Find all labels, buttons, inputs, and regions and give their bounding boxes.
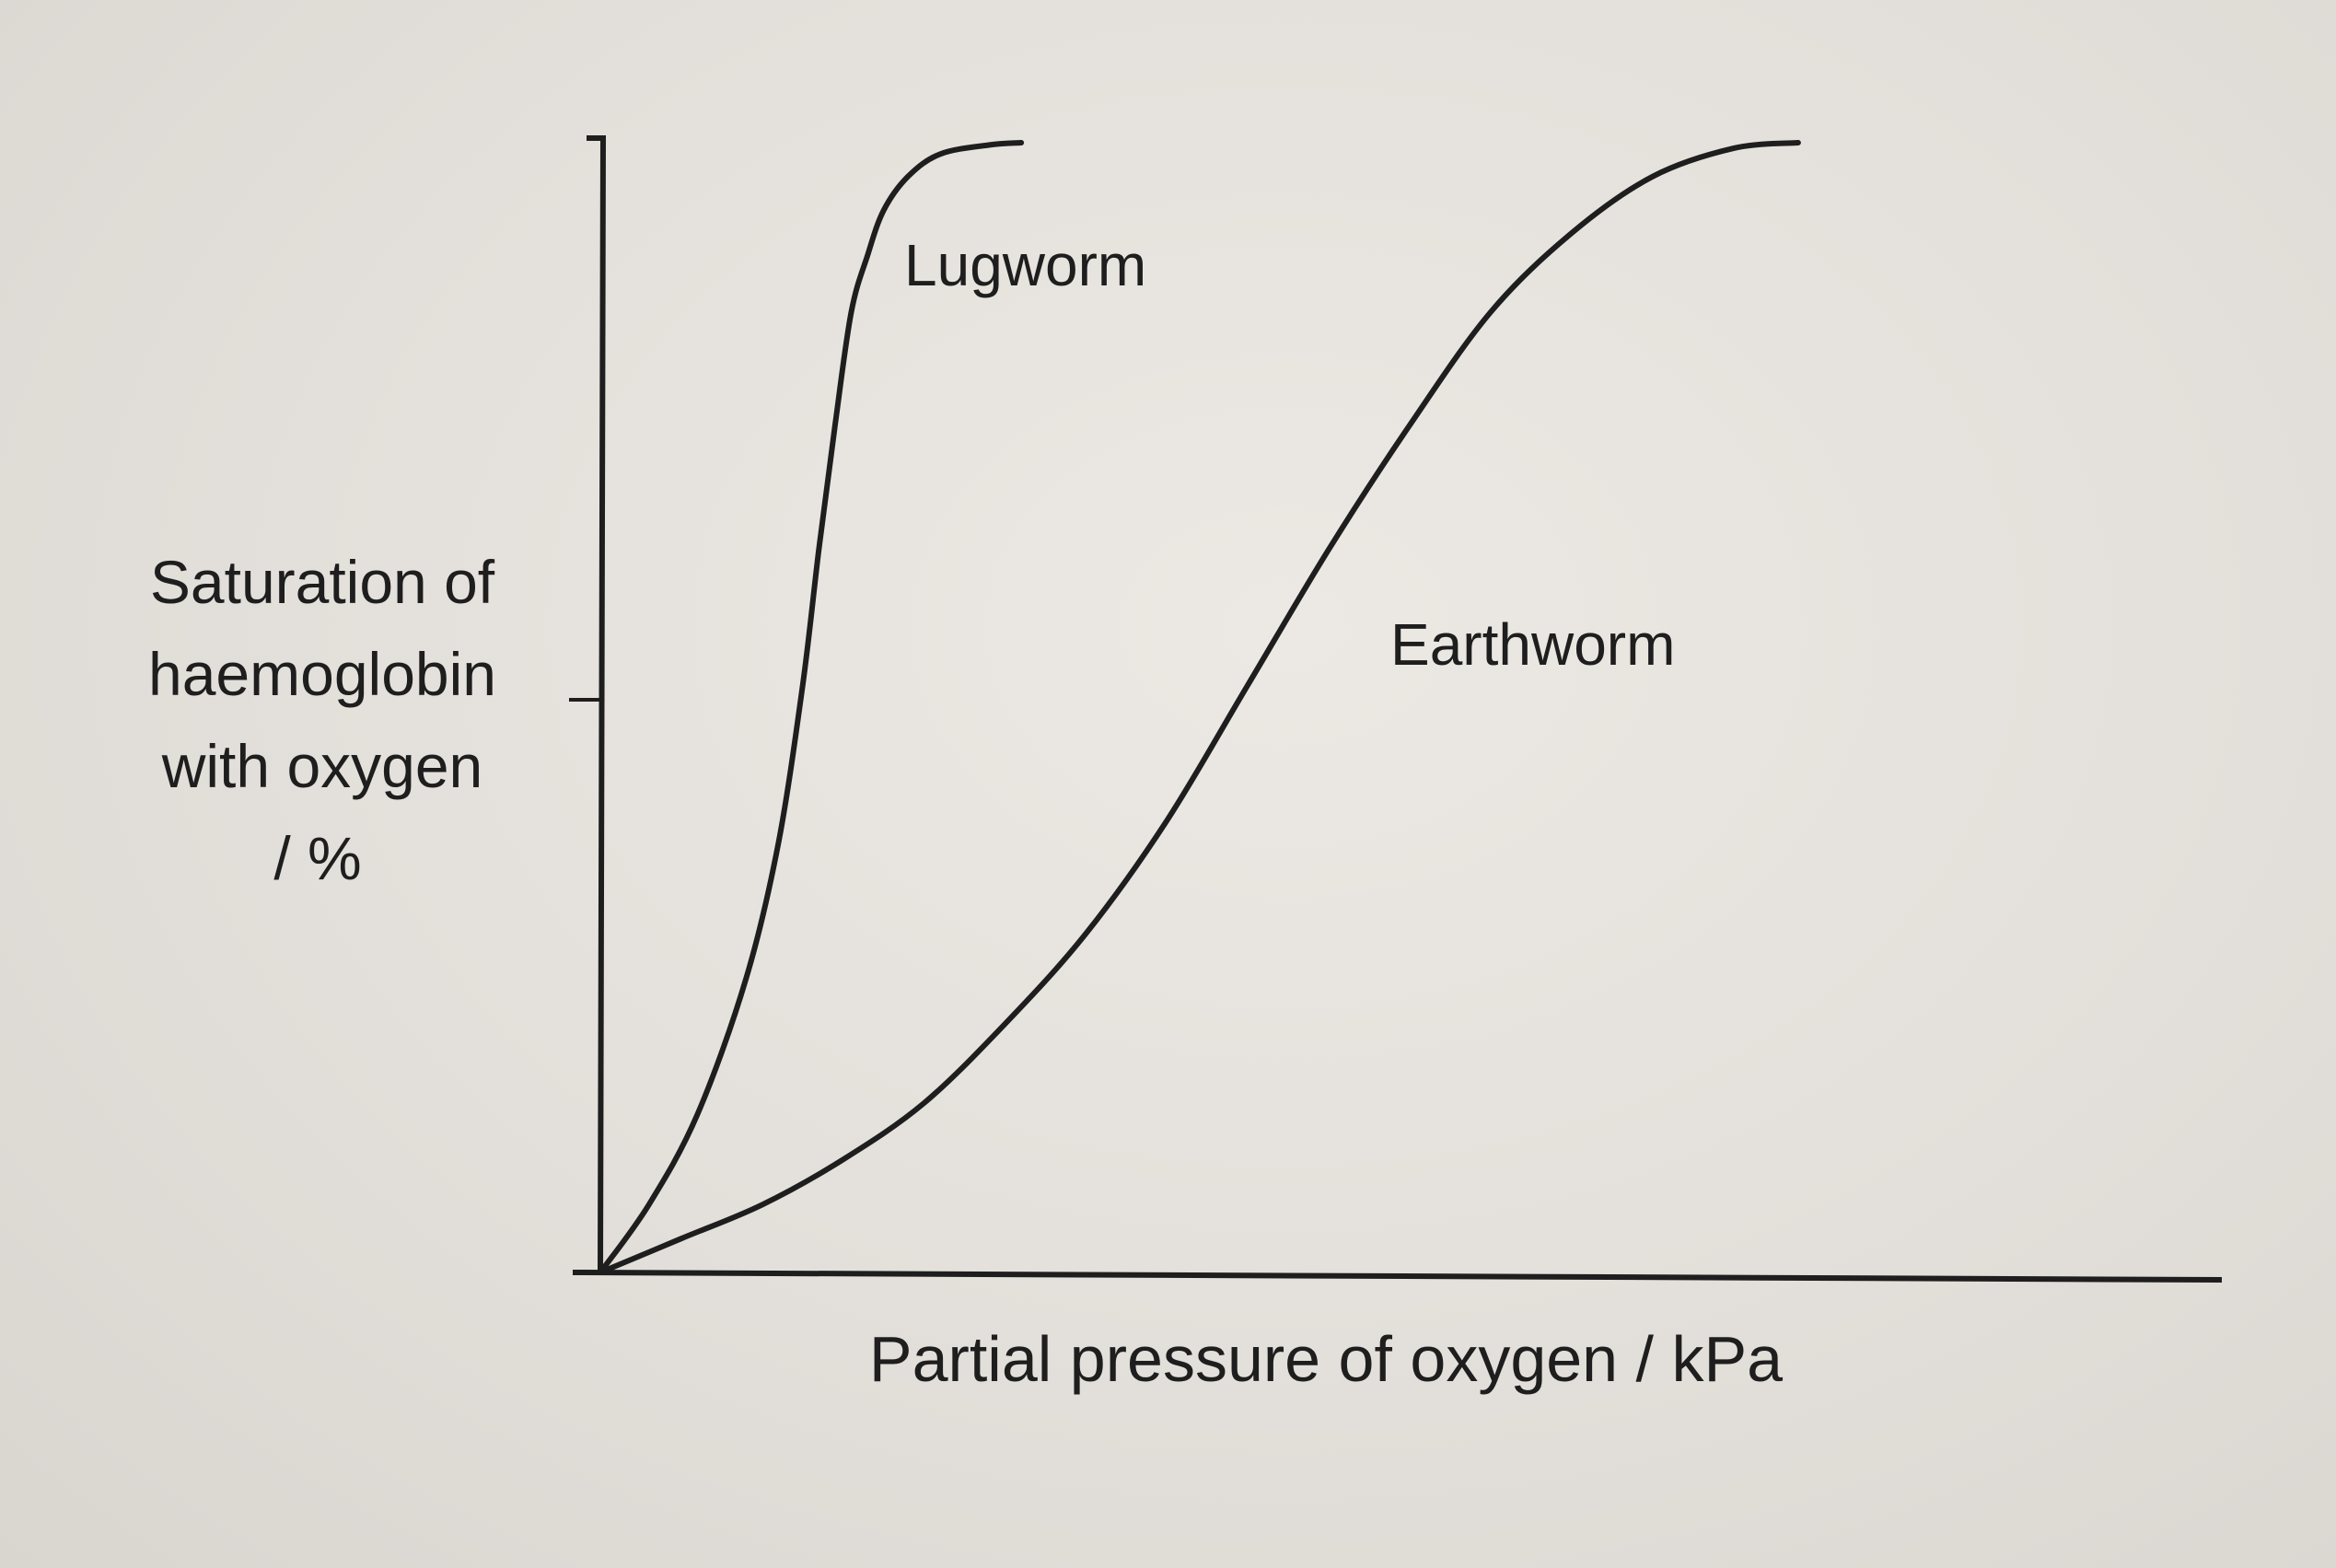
- y-axis-label-line-3: with oxygen: [161, 732, 483, 800]
- y-axis-label-line-1: Saturation of: [150, 548, 495, 616]
- axes: [569, 135, 2223, 1283]
- y-axis-label-line-2: haemoglobin: [148, 640, 496, 708]
- series-line-lugworm: [598, 140, 1025, 1275]
- series-label-earthworm: Earthworm: [1390, 611, 1675, 678]
- y-axis-label-line-4: / %: [273, 824, 361, 892]
- y-axis-line: [587, 135, 607, 1276]
- series-line-earthworm: [598, 140, 1801, 1275]
- series-layer: [598, 140, 1801, 1275]
- x-axis-line: [572, 1269, 2223, 1283]
- series-label-lugworm: Lugworm: [904, 232, 1146, 298]
- y-axis-label: Saturation of haemoglobin with oxygen / …: [148, 548, 496, 892]
- x-axis-label: Partial pressure of oxygen / kPa: [869, 1323, 1783, 1395]
